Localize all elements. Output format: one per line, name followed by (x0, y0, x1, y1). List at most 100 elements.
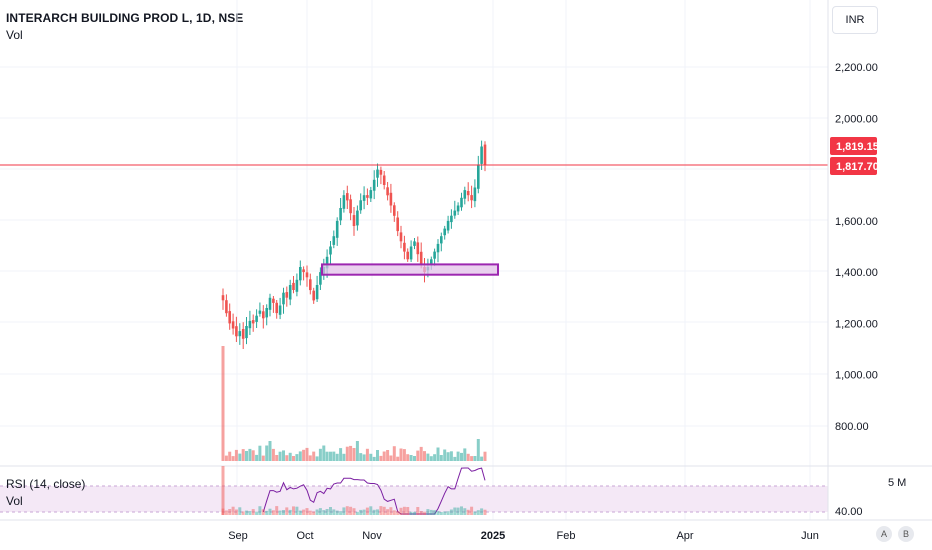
volume-bar (362, 454, 366, 461)
volume-bar (419, 511, 423, 515)
rsi-legend[interactable]: RSI (14, close) (6, 477, 86, 491)
volume-bar (483, 451, 487, 461)
volume-bar (429, 509, 433, 515)
volume-bar (318, 508, 322, 515)
volume-bar (416, 507, 420, 515)
volume-bar (365, 448, 369, 461)
volume-bar (231, 506, 235, 515)
volume-bar (268, 441, 272, 461)
volume-bar (315, 456, 319, 461)
volume-bar (329, 451, 332, 461)
volume-bar (224, 510, 228, 515)
price-tag-box (830, 137, 877, 155)
candle-body (406, 251, 409, 260)
volume-bar (443, 511, 447, 515)
time-tick-label: Jun (801, 530, 819, 542)
candle-body (453, 210, 457, 216)
volume-bar (439, 512, 443, 515)
candle-body (315, 285, 319, 300)
price-tag-label: 1,817.70 (836, 161, 879, 173)
candle-body (356, 210, 359, 226)
price-tags: 1,819.15 1,817.70 (830, 137, 879, 175)
volume-bar (443, 449, 447, 461)
candle-body (450, 215, 453, 223)
volume-bar (302, 509, 306, 515)
volume-bar (288, 452, 292, 461)
volume-bar (389, 507, 393, 515)
candles (221, 140, 487, 349)
candle-body (339, 208, 342, 221)
vol-pane-legend[interactable]: Vol (6, 494, 23, 508)
volume-bar (322, 445, 326, 461)
volume-bar (322, 510, 326, 515)
volume-bar (369, 506, 373, 515)
volume-bar (221, 466, 225, 515)
candle-body (302, 269, 305, 273)
volume-bar (251, 450, 255, 461)
candle-body (396, 217, 399, 232)
volume-bar (345, 506, 349, 515)
volume-bar (261, 509, 265, 515)
volume-bar (285, 507, 289, 515)
volume-bar (460, 452, 463, 461)
volume-bar (228, 509, 232, 515)
time-axis: Sep Oct Nov 2025 Feb Apr Jun (0, 519, 932, 542)
volume-legend[interactable]: Vol (6, 28, 23, 42)
time-tick-label: Feb (557, 530, 576, 542)
candle-body (309, 279, 312, 291)
candle-body (238, 331, 242, 337)
candle-body (379, 169, 383, 175)
candle-body (221, 295, 225, 301)
volume-bar (449, 509, 453, 515)
volume-bar (396, 511, 400, 515)
time-tick-label: Sep (228, 530, 248, 542)
volume-bar (305, 447, 309, 461)
b-button[interactable]: B (898, 526, 914, 542)
volume-bar (362, 509, 366, 515)
candle-body (386, 187, 389, 196)
volume-bar (278, 451, 282, 461)
volume-bar (369, 453, 373, 461)
volume-bar (295, 506, 299, 515)
volume-bar (325, 451, 329, 461)
candle-body (477, 164, 480, 189)
volume-bar (298, 451, 302, 461)
candle-body (325, 256, 329, 269)
volume-bar (335, 453, 339, 461)
candle-body (335, 220, 339, 238)
volume-bar (429, 456, 433, 461)
volume-bar (332, 451, 336, 461)
volume-bar (359, 509, 363, 515)
volume-bar (409, 511, 413, 515)
candle-body (265, 308, 268, 318)
price-tag-label: 1,819.15 (836, 141, 879, 153)
volume-bar (248, 448, 252, 461)
time-tick-label: Apr (676, 530, 693, 542)
volume-bar (460, 506, 463, 515)
volume-bar (372, 509, 376, 515)
volume-bar (308, 510, 312, 515)
candle-body (272, 298, 275, 303)
candle-body (466, 191, 470, 196)
volume-bar (258, 506, 262, 515)
volume-bar (470, 506, 474, 515)
volume-bar (473, 456, 477, 461)
candle-body (231, 321, 235, 329)
volume-bar (282, 510, 285, 515)
auto-scale-button[interactable]: A (876, 526, 892, 542)
volume-bar (406, 507, 410, 515)
volume-bar (245, 510, 248, 515)
volume-bar (288, 509, 292, 515)
volume-bar (238, 507, 242, 515)
symbol-title[interactable]: INTERARCH BUILDING PROD L, 1D, NSE (6, 11, 244, 25)
volume-bar (466, 453, 470, 461)
candle-body (262, 311, 265, 319)
support-zone (321, 263, 499, 276)
currency-button[interactable]: INR (832, 6, 878, 34)
volume-bar (476, 510, 480, 515)
volume-bar (439, 455, 443, 461)
volume-bar (419, 446, 423, 461)
volume-bar (453, 507, 457, 515)
volume-bar (271, 510, 275, 515)
